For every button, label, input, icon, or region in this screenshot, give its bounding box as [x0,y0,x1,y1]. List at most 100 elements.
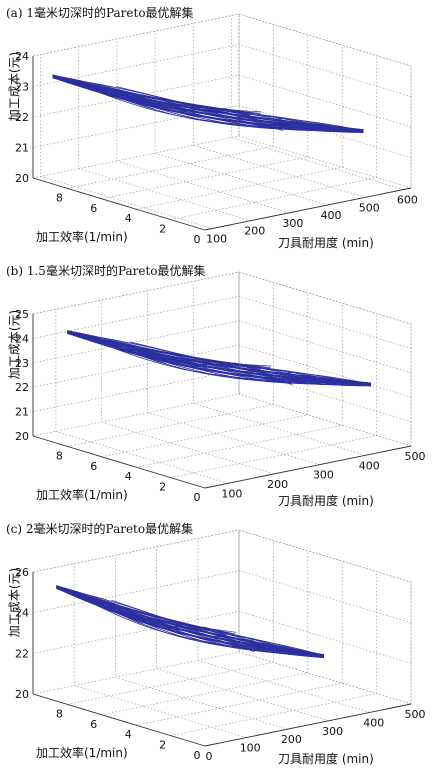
chart-a-front-link-23 [99,90,197,112]
chart-c-front-curve-0 [56,586,324,656]
chart-b-front-link-0 [67,331,92,339]
chart-b-front-curve-7 [67,330,371,386]
chart-b-front-link-26 [237,370,292,374]
chart-panel-c: 20 22 24 26 0 2 4 6 8 0 100 200 300 400 500 (c) 2毫米切深时… [0,516,437,774]
chart-a-y-gridline-2 [116,38,290,214]
chart-a-z-gridline-1 [32,105,412,158]
chart-b-front-link-30 [100,342,135,347]
chart-a-y-gridline-4 [192,23,366,198]
chart-a-z-gridline-3 [32,44,412,97]
chart-b-y-tick-label-1: 200 [267,478,288,491]
chart-b-front-curve-1 [67,330,371,386]
chart-b-front-link-31 [142,355,198,367]
chart-c-front-link-31 [122,614,171,629]
chart-b-front-link-39 [171,355,293,385]
chart-a-front-link-31 [129,99,186,113]
chart-c-x-tick-label-0: 0 [194,749,201,762]
chart-a-x-tick-label-2: 4 [125,212,132,225]
chart-c-front-link-0 [56,586,78,595]
chart-c-x-axis-line [32,693,206,747]
chart-a-front-link-0 [52,76,78,84]
chart-c-front-link-23 [96,603,181,630]
chart-c-front-link-2 [129,614,190,628]
chart-b-x-gridline-2 [136,303,343,468]
chart-a-z-tick-label-1: 21 [15,142,29,155]
chart-panel-a: 20 21 22 23 24 0 2 4 6 8 100 200 300 400 500 600 (a) 1毫… [0,0,437,258]
chart-a-front-link-2 [137,99,207,111]
chart-b-front-link-37 [88,338,167,365]
chart-c-z-tick-label-0: 20 [15,688,29,701]
chart-c-y-gridline-3 [156,546,329,722]
chart-b-y-axis-label: 刀具耐用度 (min) [278,494,374,508]
chart-c-front-link-16 [107,607,153,625]
chart-a-front-link-33 [214,114,315,130]
chart-c-front-link-26 [206,635,254,641]
chart-a-front-link-32 [171,102,251,116]
chart-b-x-axis-label: 加工效率(1/min) [36,488,128,502]
chart-b-front-link-19 [250,372,366,386]
chart-b-x-gridline-1 [170,313,377,478]
chart-c-x-tick-label-1: 2 [159,739,166,752]
chart-a-front-link-36 [342,128,364,133]
chart-b-front-link-36 [350,381,371,386]
chart-b-y-tick-label-4: 500 [405,450,426,463]
chart-c-y-axis-label: 刀具耐用度 (min) [278,752,374,766]
chart-a-y-tick-label-1: 200 [244,225,265,238]
chart-b-y-gridline-3 [192,281,366,456]
chart-b-x-tick-label-2: 4 [125,470,132,483]
chart-a-front-link-38 [116,86,219,112]
chart-c-x-gridline-2 [136,561,343,726]
chart-c-z-gridline-0 [32,651,412,705]
chart-c-front-link-32 [158,618,227,636]
chart-panel-b: 20 21 22 23 24 25 0 2 4 6 8 100 200 300 400 500 (b) 1.5… [0,258,437,516]
chart-a-y-gridline-5 [231,15,404,190]
chart-a-z-tick-label-0: 20 [15,172,29,185]
chart-c-z-gridline-1 [32,610,412,664]
chart-b-z-gridline-5 [32,271,412,325]
chart-a-front-link-15 [69,79,100,87]
chart-c-front-link-37 [74,594,144,625]
chart-a-x-axis-line [32,177,206,231]
chart-c-front-link-36 [305,652,324,658]
chart-a-y-tick-label-3: 400 [321,209,342,222]
chart-b-front-link-16 [125,349,177,364]
chart-c-front-link-19 [217,637,319,657]
chart-a-x-gridline-2 [136,45,343,210]
chart-b-front-link-2 [150,355,218,365]
chart-c-front-link-38 [111,599,200,631]
chart-b-y-tick-label-3: 400 [359,459,380,472]
chart-c-y-tick-label-2: 200 [281,733,302,746]
chart-b-z-gridline-0 [32,393,412,447]
chart-b-right-wall-outline [238,271,412,446]
chart-b-front-link-38 [129,341,230,367]
chart-b-x-gridline-3 [101,292,309,458]
chart-b-front-link-15 [84,335,113,342]
chart-c-y-gridline-1 [73,563,247,738]
chart-a-front-link-3 [180,112,272,128]
chart-a-right-wall-outline [238,13,412,188]
chart-b-y-tick-label-2: 300 [313,469,334,482]
chart-a-front-link-37 [73,82,155,110]
chart-a-front-link-10 [167,109,196,114]
chart-c-z-axis-label: 加工成本(元) [7,567,22,638]
chart-b-z-tick-label-4: 24 [15,332,29,345]
chart-a-y-axis-line [204,187,412,231]
chart-b-y-tick-label-0: 100 [221,487,242,500]
chart-a-z-gridline-0 [32,135,412,189]
chart-b-front-link-10 [179,364,208,369]
chart-a-title: (a) 1毫米切深时的Pareto最优解集 [6,6,194,20]
chart-b-x-axis-line [32,435,206,489]
chart-a-x-tick-label-4: 8 [56,191,63,204]
chart-c-y-tick-label-5: 500 [405,708,426,721]
chart-b-front-link-3 [192,366,282,382]
chart-c-front-curve-14 [56,585,324,658]
chart-c-x-tick-label-2: 4 [125,728,132,741]
chart-a-x-gridline-3 [101,34,309,200]
chart-c-front-link-33 [195,632,283,653]
chart-a-front-link-30 [86,86,122,92]
chart-a-front-link-19 [239,118,358,132]
chart-c-z-tick-label-3: 26 [15,566,29,579]
chart-c-x-gridline-1 [170,571,377,736]
